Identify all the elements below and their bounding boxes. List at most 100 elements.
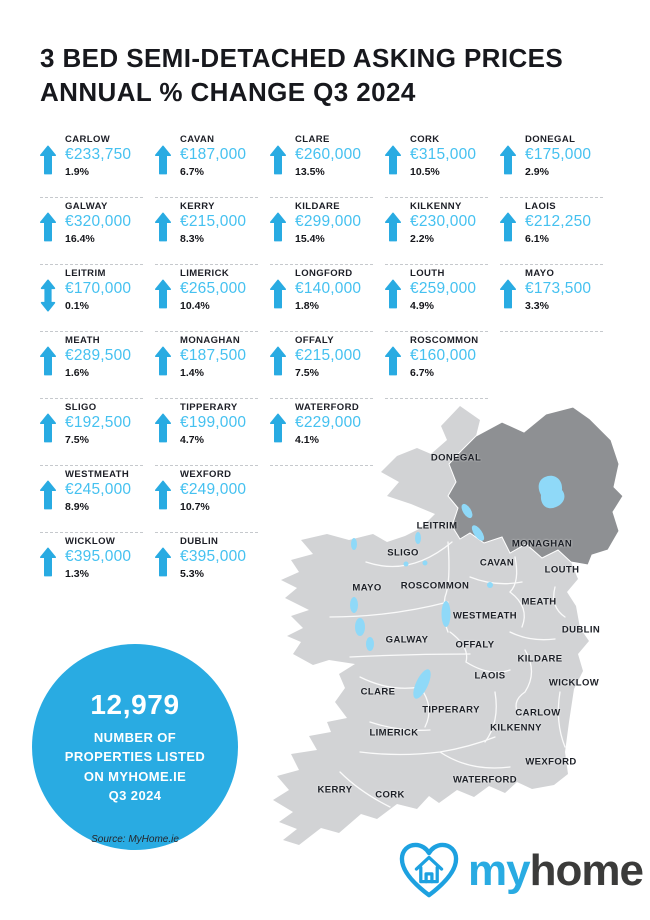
- annual-change: 1.8%: [295, 300, 319, 312]
- annual-change: 0.1%: [65, 300, 89, 312]
- map-county-label: CORK: [375, 789, 405, 801]
- grid-row: SLIGO €192,500 7.5% TIPPERARY €199,000 4.7% WA…: [40, 399, 615, 466]
- county-name: LIMERICK: [180, 268, 230, 279]
- ireland-map: DONEGAL LEITRIM SLIGO MONAGHAN CAVAN LOUTH MAY…: [270, 392, 650, 862]
- county-price-item: WESTMEATH €245,000 8.9%: [40, 466, 143, 533]
- grid-row: WICKLOW €395,000 1.3% DUBLIN €395,000 5.3%: [40, 533, 615, 600]
- county-name: SLIGO: [65, 402, 97, 413]
- asking-price: €230,000: [410, 213, 477, 230]
- ireland-map-graphic: [273, 406, 624, 845]
- up-arrow-icon: [270, 212, 286, 247]
- grid-row: WESTMEATH €245,000 8.9% WEXFORD €249,000 10.7…: [40, 466, 615, 533]
- northern-ireland-region: [447, 406, 624, 566]
- county-name: CARLOW: [65, 134, 111, 145]
- county-price-item: SLIGO €192,500 7.5%: [40, 399, 143, 466]
- annual-change: 4.7%: [180, 434, 204, 446]
- up-arrow-icon: [155, 346, 171, 381]
- up-arrow-icon: [40, 413, 56, 448]
- annual-change: 4.9%: [410, 300, 434, 312]
- annual-change: 2.2%: [410, 233, 434, 245]
- county-name: KERRY: [180, 201, 215, 212]
- county-price-grid: CARLOW €233,750 1.9% CAVAN €187,000 6.7% CLARE…: [40, 131, 615, 600]
- map-county-label: DONEGAL: [430, 452, 482, 464]
- asking-price: €395,000: [65, 548, 132, 565]
- map-county-label: WESTMEATH: [452, 610, 518, 622]
- map-county-label: CARLOW: [515, 707, 561, 719]
- county-name: CAVAN: [180, 134, 215, 145]
- county-price-item: ROSCOMMON €160,000 6.7%: [385, 332, 488, 399]
- map-county-label: GALWAY: [385, 634, 429, 646]
- county-name: KILKENNY: [410, 201, 462, 212]
- up-arrow-icon: [155, 547, 171, 582]
- asking-price: €215,000: [295, 347, 362, 364]
- county-price-item: GALWAY €320,000 16.4%: [40, 198, 143, 265]
- asking-price: €245,000: [65, 481, 132, 498]
- annual-change: 8.3%: [180, 233, 204, 245]
- county-name: DONEGAL: [525, 134, 576, 145]
- grid-row: LEITRIM €170,000 0.1% LIMERICK €265,000 10.4%…: [40, 265, 615, 332]
- asking-price: €215,000: [180, 213, 247, 230]
- lakes: [350, 475, 565, 699]
- county-price-item: CAVAN €187,000 6.7%: [155, 131, 258, 198]
- up-arrow-icon: [155, 212, 171, 247]
- annual-change: 5.3%: [180, 568, 204, 580]
- map-county-label: LIMERICK: [369, 727, 419, 739]
- asking-price: €140,000: [295, 280, 362, 297]
- stat-label-line: PROPERTIES LISTED: [64, 749, 206, 764]
- annual-change: 1.3%: [65, 568, 89, 580]
- annual-change: 1.4%: [180, 367, 204, 379]
- up-arrow-icon: [270, 145, 286, 180]
- county-name: LEITRIM: [65, 268, 106, 279]
- asking-price: €160,000: [410, 347, 477, 364]
- county-name: WICKLOW: [65, 536, 116, 547]
- up-arrow-icon: [500, 145, 516, 180]
- asking-price: €320,000: [65, 213, 132, 230]
- asking-price: €259,000: [410, 280, 477, 297]
- county-name: KILDARE: [295, 201, 341, 212]
- annual-change: 2.9%: [525, 166, 549, 178]
- annual-change: 1.6%: [65, 367, 89, 379]
- annual-change: 6.7%: [410, 367, 434, 379]
- annual-change: 16.4%: [65, 233, 95, 245]
- county-price-item: TIPPERARY €199,000 4.7%: [155, 399, 258, 466]
- county-name: DUBLIN: [180, 536, 219, 547]
- map-county-label: CAVAN: [479, 557, 515, 569]
- map-county-label: LAOIS: [474, 670, 506, 682]
- county-price-item: CARLOW €233,750 1.9%: [40, 131, 143, 198]
- annual-change: 7.5%: [65, 434, 89, 446]
- up-arrow-icon: [40, 212, 56, 247]
- map-county-label: LEITRIM: [416, 520, 458, 532]
- annual-change: 8.9%: [65, 501, 89, 513]
- county-price-item: MEATH €289,500 1.6%: [40, 332, 143, 399]
- up-arrow-icon: [155, 145, 171, 180]
- up-arrow-icon: [385, 212, 401, 247]
- up-arrow-icon: [270, 279, 286, 314]
- map-county-label: CLARE: [360, 686, 396, 698]
- map-county-label: KERRY: [317, 784, 353, 796]
- up-arrow-icon: [40, 480, 56, 515]
- map-county-label: DUBLIN: [561, 624, 601, 636]
- county-price-item: LIMERICK €265,000 10.4%: [155, 265, 258, 332]
- county-name: LONGFORD: [295, 268, 353, 279]
- annual-change: 1.9%: [65, 166, 89, 178]
- county-name: ROSCOMMON: [410, 335, 479, 346]
- myhome-logo: my home: [398, 842, 644, 900]
- map-county-label: KILKENNY: [490, 722, 542, 734]
- county-name: MONAGHAN: [180, 335, 241, 346]
- asking-price: €395,000: [180, 548, 247, 565]
- county-price-item: MONAGHAN €187,500 1.4%: [155, 332, 258, 399]
- county-name: LAOIS: [525, 201, 557, 212]
- county-name: OFFALY: [295, 335, 334, 346]
- county-name: MEATH: [65, 335, 101, 346]
- source-note: Source: MyHome.ie: [91, 834, 179, 845]
- annual-change: 6.1%: [525, 233, 549, 245]
- map-county-label: MAYO: [352, 582, 382, 594]
- asking-price: €315,000: [410, 146, 477, 163]
- annual-change: 10.4%: [180, 300, 210, 312]
- grid-row: CARLOW €233,750 1.9% CAVAN €187,000 6.7% CLARE…: [40, 131, 615, 198]
- map-county-label: ROSCOMMON: [400, 580, 470, 592]
- county-price-item: DUBLIN €395,000 5.3%: [155, 533, 258, 600]
- map-county-label: SLIGO: [387, 547, 419, 559]
- asking-price: €192,500: [65, 414, 132, 431]
- county-name: WEXFORD: [180, 469, 232, 480]
